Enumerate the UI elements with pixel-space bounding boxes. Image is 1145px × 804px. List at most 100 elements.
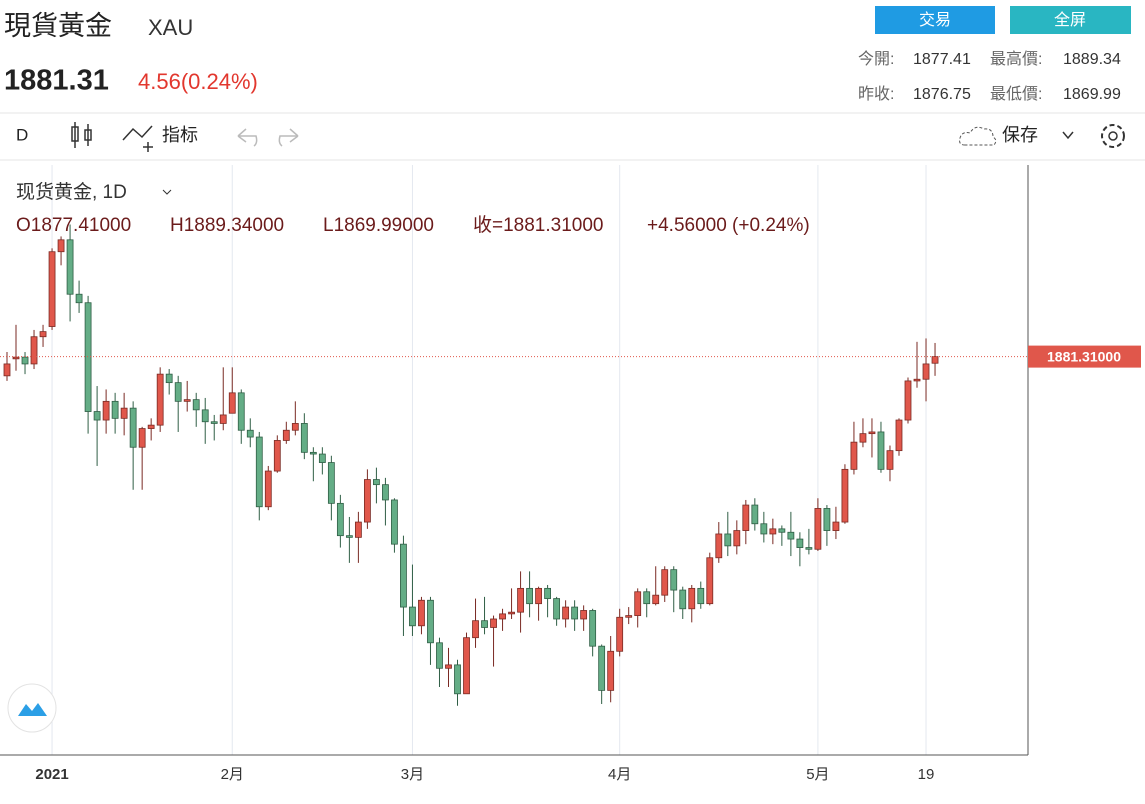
candle-body	[264, 470, 272, 508]
change: 4.56(0.24%)	[138, 69, 258, 94]
candle-body	[553, 598, 561, 620]
x-tick-label: 2021	[35, 766, 68, 783]
candle-body	[382, 484, 389, 501]
candle-body	[102, 400, 110, 421]
stat-value: 1889.34	[1063, 51, 1121, 68]
undo[interactable]	[237, 128, 258, 147]
candle-body	[445, 664, 452, 669]
candle-body	[93, 411, 101, 421]
candle-body	[562, 606, 570, 620]
candle-body	[544, 587, 551, 599]
candle-body	[472, 620, 479, 639]
trade-button[interactable]	[875, 6, 995, 34]
candle-body	[30, 336, 38, 365]
title: 現貨黃金	[4, 11, 112, 41]
candle-body	[156, 373, 164, 426]
x-tick-label: 19	[918, 766, 935, 783]
candle-body	[138, 428, 146, 448]
logo[interactable]	[18, 703, 47, 716]
candle-body	[318, 453, 326, 463]
stat-value: 1876.75	[913, 86, 971, 103]
candle-body	[778, 528, 786, 533]
candle-body	[535, 587, 542, 605]
interval[interactable]: D	[16, 125, 28, 144]
candle-body	[625, 615, 633, 618]
legend-close: 收=1881.31000	[473, 214, 603, 236]
candle-body	[291, 423, 299, 431]
candle-body	[670, 569, 678, 591]
indicator-icon[interactable]	[122, 125, 153, 152]
trade-button-label[interactable]: 交易	[919, 11, 951, 29]
redo[interactable]	[278, 128, 299, 147]
candle-icon[interactable]	[71, 122, 92, 148]
candle-body	[499, 613, 506, 620]
candle-body	[850, 441, 858, 470]
candle-body	[607, 650, 615, 691]
settings-icon-core[interactable]	[1108, 131, 1118, 141]
candle-body	[12, 356, 20, 360]
candle-body	[679, 589, 687, 610]
candle-body	[652, 594, 660, 605]
candle-body	[877, 431, 885, 470]
candle-body	[409, 606, 416, 627]
candle-body	[255, 436, 263, 508]
candle-body	[210, 421, 218, 424]
candle-body	[282, 429, 290, 441]
settings-icon[interactable]	[1101, 124, 1125, 148]
candle-body	[769, 528, 777, 535]
logo-badge[interactable]	[7, 683, 57, 733]
candle-body	[75, 293, 83, 304]
candle-body	[3, 363, 11, 377]
stat-label: 最高價:	[990, 50, 1042, 68]
dropdown[interactable]	[162, 189, 172, 195]
candle-body	[751, 504, 759, 525]
candle-body	[129, 407, 137, 448]
fullscreen-button[interactable]	[1010, 6, 1131, 34]
plot	[3, 165, 939, 755]
candle-body	[174, 382, 182, 402]
candle-body	[21, 356, 29, 365]
x-tick-label: 4月	[608, 766, 631, 783]
candle-body	[841, 468, 849, 523]
price-label: 1881.31000	[1047, 348, 1121, 364]
candle-body	[787, 531, 795, 540]
candle-body	[823, 508, 831, 531]
candle-body	[237, 392, 245, 431]
candle-body	[913, 378, 921, 382]
stat-label: 昨收:	[858, 85, 894, 103]
candle-body	[706, 557, 714, 605]
candle-body	[327, 462, 335, 504]
candle-body	[219, 414, 227, 424]
candle-body	[868, 431, 876, 435]
candle-body	[427, 599, 434, 644]
candle-body	[345, 535, 353, 538]
candle-body	[48, 251, 56, 327]
dropdown[interactable]	[1062, 131, 1074, 140]
candle-body	[517, 587, 524, 613]
candle-body	[508, 611, 515, 615]
candle-body	[183, 399, 191, 402]
candle-body	[66, 239, 74, 295]
candle-body	[571, 606, 579, 620]
candle-body	[634, 591, 642, 616]
candle-body	[886, 450, 894, 470]
cloud-icon[interactable]	[959, 126, 997, 146]
indicators[interactable]: 指标	[162, 125, 198, 145]
candle-body	[192, 399, 200, 411]
candle-body	[391, 499, 398, 545]
candle-body	[309, 451, 317, 455]
save[interactable]: 保存	[1002, 125, 1038, 145]
legend-low: L1869.99000	[323, 215, 434, 236]
stat-label: 最低價:	[990, 85, 1042, 103]
candle-body	[481, 620, 488, 628]
candle-body	[246, 429, 254, 438]
legend-open: O1877.41000	[16, 215, 131, 236]
candle-body	[373, 479, 380, 486]
price-label-box	[1028, 345, 1141, 368]
candle-body	[796, 538, 804, 548]
candle-body	[201, 409, 209, 423]
candle-body	[228, 392, 236, 414]
candle-body	[742, 504, 750, 531]
chart-title: 现货黄金, 1D	[16, 181, 127, 203]
fullscreen-button-label[interactable]: 全屏	[1054, 11, 1086, 29]
